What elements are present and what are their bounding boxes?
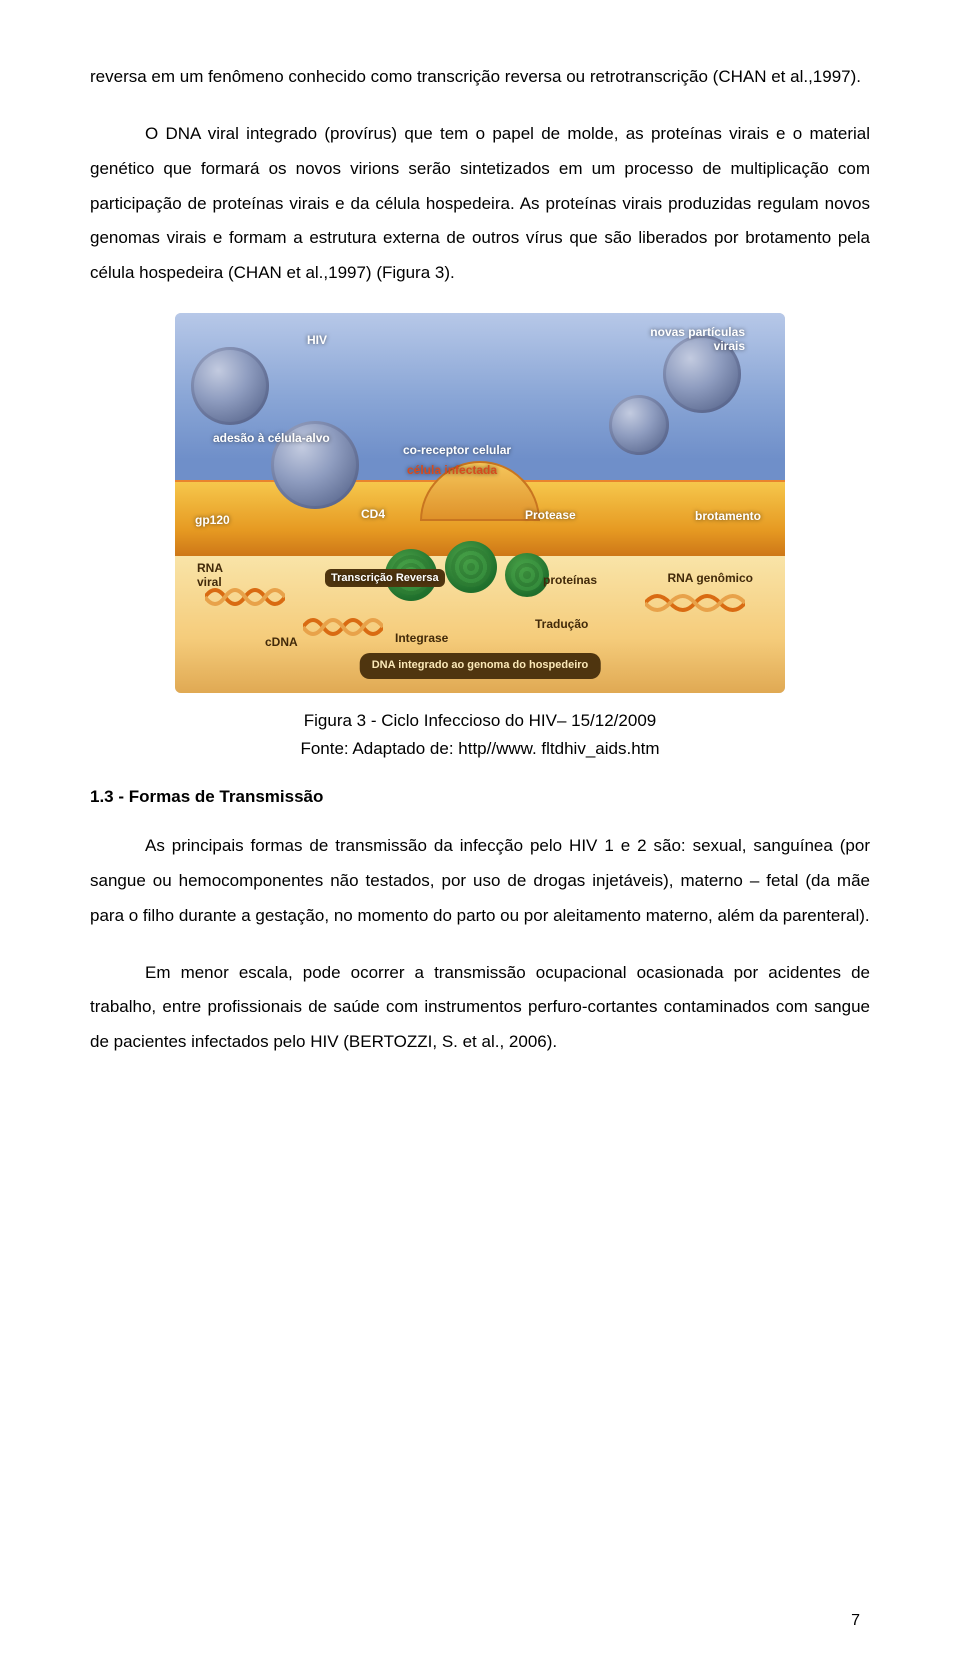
body-paragraph-3: As principais formas de transmissão da i…: [90, 829, 870, 934]
figure-label-rna-viral: RNA viral: [197, 561, 237, 589]
figure-3-caption: Figura 3 - Ciclo Infeccioso do HIV– 15/1…: [90, 711, 870, 731]
figure-label-traducao: Tradução: [535, 617, 588, 631]
figure-label-dna-integrado: DNA integrado ao genoma do hospedeiro: [360, 653, 601, 679]
figure-label-celula-infectada: célula infectada: [407, 463, 497, 477]
body-paragraph-1: reversa em um fenômeno conhecido como tr…: [90, 60, 870, 95]
figure-3-source: Fonte: Adaptado de: http//www. fltdhiv_a…: [90, 739, 870, 759]
figure-label-rna-genomico: RNA genômico: [667, 571, 753, 585]
figure-3-container: HIV novas partículas virais adesão à cél…: [90, 313, 870, 693]
figure-label-proteinas: proteínas: [543, 573, 597, 587]
figure-label-gp120: gp120: [195, 513, 230, 527]
figure-label-integrase: Integrase: [395, 631, 448, 645]
figure-label-hiv: HIV: [307, 333, 327, 347]
page-number: 7: [851, 1612, 860, 1630]
figure-label-protease: Protease: [525, 508, 576, 522]
rna-genomic-helix-icon: [645, 589, 745, 617]
figure-label-adesao: adesão à célula-alvo: [213, 431, 330, 445]
virion-icon: [191, 347, 269, 425]
figure-label-coreceptor: co-receptor celular: [403, 443, 511, 457]
figure-3-hiv-cycle: HIV novas partículas virais adesão à cél…: [175, 313, 785, 693]
figure-label-novas-particulas: novas partículas virais: [625, 325, 745, 353]
cdna-helix-icon: [303, 613, 383, 641]
figure-label-cdna: cDNA: [265, 635, 298, 649]
protein-blob-icon: [445, 541, 497, 593]
section-heading-1-3: 1.3 - Formas de Transmissão: [90, 787, 870, 807]
virion-icon: [609, 395, 669, 455]
figure-label-cd4: CD4: [361, 507, 385, 521]
figure-label-brotamento: brotamento: [695, 509, 761, 523]
body-paragraph-4: Em menor escala, pode ocorrer a transmis…: [90, 956, 870, 1061]
body-paragraph-2: O DNA viral integrado (provírus) que tem…: [90, 117, 870, 291]
figure-label-transcricao: Transcrição Reversa: [325, 569, 445, 587]
